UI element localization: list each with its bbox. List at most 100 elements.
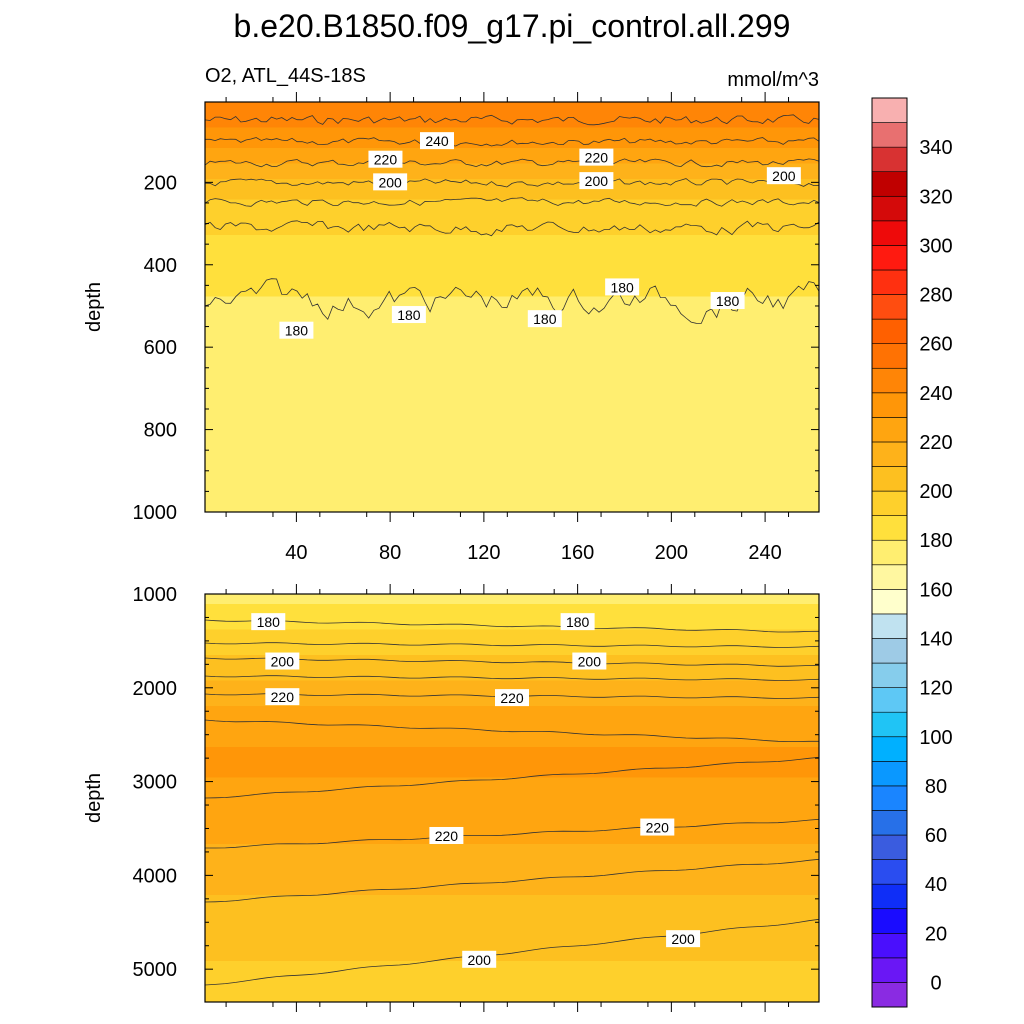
colorbar-swatch bbox=[871, 269, 908, 295]
contour-label: 180 bbox=[285, 323, 309, 339]
colorbar-swatch bbox=[871, 736, 908, 762]
colorbar-swatch bbox=[871, 613, 908, 639]
bottom-y-axis-label: depth bbox=[83, 773, 105, 823]
bottom-contours bbox=[205, 619, 819, 986]
contour-line bbox=[205, 197, 819, 207]
y-tick-label: 600 bbox=[144, 337, 177, 359]
colorbar-swatch bbox=[871, 490, 908, 516]
colorbar-swatch bbox=[871, 97, 908, 123]
colorbar-swatch bbox=[871, 318, 908, 344]
contour-label-box bbox=[560, 613, 595, 631]
contour-line bbox=[205, 137, 819, 147]
colorbar-swatch bbox=[871, 171, 908, 197]
y-tick-label: 400 bbox=[144, 255, 177, 277]
colorbar-swatch bbox=[871, 343, 908, 369]
contour-label-box bbox=[579, 148, 614, 166]
contour-label: 220 bbox=[646, 820, 670, 836]
colorbar-swatch bbox=[871, 417, 908, 443]
contour-line bbox=[205, 158, 819, 168]
y-tick-label: 200 bbox=[144, 172, 177, 194]
contour-label-box bbox=[462, 950, 497, 968]
colorbar-frame bbox=[871, 97, 908, 1008]
chart-title: b.e20.B1850.f09_g17.pi_control.all.299 bbox=[234, 8, 791, 44]
contour-line bbox=[205, 114, 819, 126]
colorbar-tick-label: 20 bbox=[925, 923, 947, 945]
contour-line bbox=[205, 719, 819, 742]
colorbar-swatch bbox=[871, 662, 908, 688]
contour-line bbox=[205, 918, 819, 986]
colorbar-tick-label: 120 bbox=[919, 678, 952, 700]
contour-label: 180 bbox=[716, 293, 740, 309]
colorbar: 0 20 40 60 80 100 120 140 160 180 200 220 240 260 280 3… bbox=[871, 97, 953, 1008]
contour-label: 180 bbox=[397, 307, 421, 323]
colorbar-tick-label: 240 bbox=[919, 383, 952, 405]
colorbar-tick-label: 320 bbox=[919, 186, 952, 208]
contour-label-box bbox=[640, 818, 675, 836]
contour-label-box bbox=[391, 306, 426, 324]
colorbar-swatch bbox=[871, 441, 908, 467]
colorbar-swatch bbox=[871, 589, 908, 615]
y-tick-label: 800 bbox=[144, 420, 177, 442]
contour-label: 220 bbox=[435, 828, 459, 844]
colorbar-swatch bbox=[871, 859, 908, 885]
y-tick-label: 1000 bbox=[133, 502, 178, 524]
colorbar-swatch bbox=[871, 908, 908, 934]
y-tick-label: 5000 bbox=[133, 959, 178, 981]
top-frame bbox=[204, 101, 820, 513]
contour-label-box bbox=[420, 132, 455, 150]
contour-label: 240 bbox=[425, 133, 449, 149]
y-tick-label: 2000 bbox=[133, 678, 178, 700]
contour-label-box bbox=[279, 321, 314, 339]
x-tick-label: 240 bbox=[748, 542, 781, 564]
contour-label-box bbox=[605, 278, 640, 296]
colorbar-tick-label: 60 bbox=[925, 825, 947, 847]
contour-label: 200 bbox=[585, 173, 609, 189]
top-subtitle-units: mmol/m^3 bbox=[727, 69, 819, 91]
contour-label-box bbox=[766, 167, 801, 185]
bottom-frame bbox=[204, 593, 820, 1003]
colorbar-swatch bbox=[871, 392, 908, 418]
x-tick-label: 80 bbox=[379, 542, 401, 564]
contour-label-box bbox=[527, 310, 562, 328]
colorbar-tick-label: 140 bbox=[919, 628, 952, 650]
x-tick-label: 200 bbox=[655, 542, 688, 564]
colorbar-tick-label: 160 bbox=[919, 579, 952, 601]
contour-label: 220 bbox=[500, 690, 524, 706]
colorbar-tick-label: 280 bbox=[919, 285, 952, 307]
colorbar-swatch bbox=[871, 515, 908, 541]
colorbar-swatch bbox=[871, 932, 908, 959]
contour-label-box bbox=[429, 826, 464, 844]
contour-label-box bbox=[368, 150, 403, 168]
colorbar-tick-label: 0 bbox=[930, 972, 941, 994]
contour-line bbox=[205, 657, 819, 667]
colorbar-swatch bbox=[871, 810, 908, 836]
colorbar-swatch bbox=[871, 367, 908, 394]
contour-line bbox=[205, 818, 819, 849]
colorbar-tick-label: 80 bbox=[925, 776, 947, 798]
top-y-axis-label: depth bbox=[83, 282, 105, 332]
bottom-panel: 180 180 200 200 220 220 220 220 200 200 1000 2000 3… bbox=[83, 584, 820, 1012]
contour-line bbox=[205, 619, 819, 633]
contour-label: 200 bbox=[468, 952, 492, 968]
colorbar-swatch bbox=[871, 466, 908, 492]
y-tick-label: 3000 bbox=[133, 772, 178, 794]
contour-label-box bbox=[579, 172, 614, 190]
contour-label: 180 bbox=[533, 311, 557, 327]
bottom-axis-ticks: 1000 2000 3000 4000 5000 bbox=[133, 584, 819, 1012]
colorbar-tick-label: 260 bbox=[919, 334, 952, 356]
contour-line bbox=[205, 178, 819, 188]
contour-label: 200 bbox=[772, 168, 796, 184]
contour-line bbox=[205, 858, 819, 903]
contour-label: 200 bbox=[378, 174, 402, 190]
y-tick-label: 4000 bbox=[133, 865, 178, 887]
contour-label: 200 bbox=[271, 654, 295, 670]
top-axis-ticks: 200 400 600 800 1000 40 80 120 160 200 240 bbox=[133, 92, 819, 564]
colorbar-tick-label: 300 bbox=[919, 235, 952, 257]
colorbar-swatch bbox=[871, 539, 908, 566]
colorbar-swatch bbox=[871, 711, 908, 738]
colorbar-swatch bbox=[871, 245, 908, 271]
colorbar-tick-label: 200 bbox=[919, 481, 952, 503]
contour-label-box bbox=[265, 652, 300, 670]
y-tick-label: 1000 bbox=[133, 584, 178, 606]
